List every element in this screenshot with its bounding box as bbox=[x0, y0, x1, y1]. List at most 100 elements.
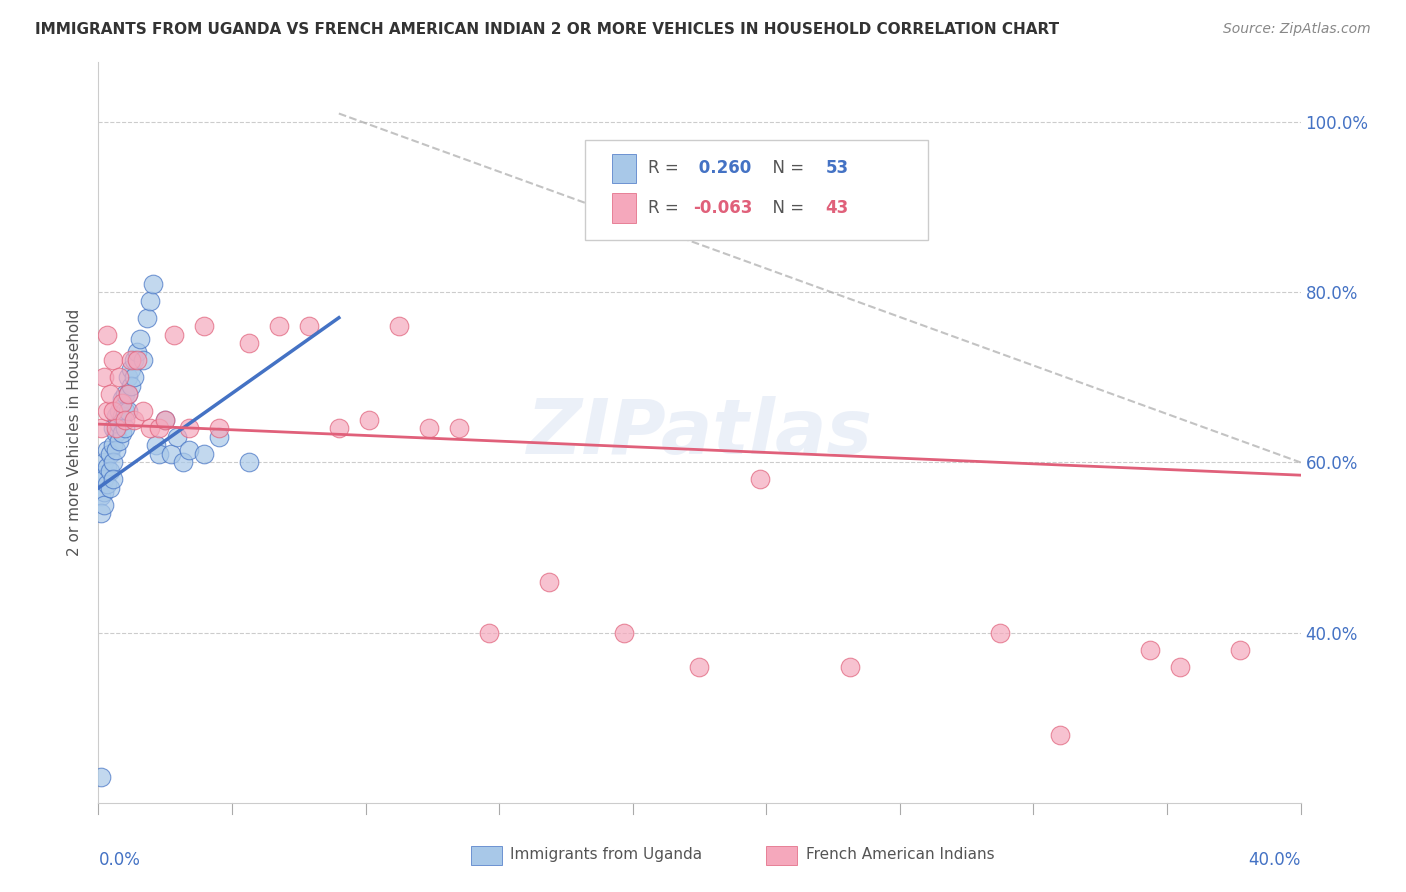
Point bbox=[114, 421, 136, 435]
Point bbox=[108, 434, 131, 449]
Point bbox=[121, 353, 143, 368]
Point bbox=[90, 468, 112, 483]
Point bbox=[1229, 642, 1251, 657]
Point bbox=[1049, 728, 1071, 742]
Point bbox=[132, 404, 155, 418]
Point bbox=[105, 442, 128, 457]
Point bbox=[138, 293, 160, 308]
Point bbox=[298, 319, 321, 334]
Point bbox=[127, 353, 149, 368]
Point bbox=[103, 421, 125, 435]
FancyBboxPatch shape bbox=[585, 140, 928, 240]
Point bbox=[153, 413, 176, 427]
Point bbox=[129, 332, 152, 346]
Text: ZIPatlas: ZIPatlas bbox=[526, 396, 873, 469]
Point bbox=[357, 413, 380, 427]
Point bbox=[447, 421, 470, 435]
Point bbox=[127, 344, 149, 359]
Point bbox=[193, 319, 215, 334]
Point bbox=[1170, 659, 1192, 673]
Point bbox=[100, 447, 122, 461]
Point bbox=[172, 455, 194, 469]
Point bbox=[90, 421, 112, 435]
Point bbox=[111, 392, 134, 406]
Point bbox=[177, 442, 200, 457]
Point bbox=[105, 425, 128, 440]
Point bbox=[108, 417, 131, 431]
Point bbox=[111, 425, 134, 440]
Point bbox=[141, 277, 163, 291]
Point bbox=[111, 396, 134, 410]
Point bbox=[96, 476, 118, 491]
Point bbox=[90, 490, 112, 504]
Text: -0.063: -0.063 bbox=[693, 199, 752, 218]
Text: 0.260: 0.260 bbox=[693, 160, 752, 178]
Point bbox=[90, 770, 112, 784]
Point bbox=[96, 442, 118, 457]
Text: R =: R = bbox=[648, 199, 683, 218]
Text: Immigrants from Uganda: Immigrants from Uganda bbox=[510, 847, 703, 862]
Point bbox=[748, 472, 770, 486]
Text: R =: R = bbox=[648, 160, 683, 178]
Text: 43: 43 bbox=[825, 199, 849, 218]
Point bbox=[108, 404, 131, 418]
Point bbox=[96, 459, 118, 474]
Point bbox=[121, 379, 143, 393]
Point bbox=[93, 455, 115, 469]
Point bbox=[238, 336, 260, 351]
Text: 0.0%: 0.0% bbox=[98, 851, 141, 869]
Point bbox=[108, 370, 131, 384]
Bar bbox=[612, 194, 636, 223]
Point bbox=[689, 659, 711, 673]
Point bbox=[103, 455, 125, 469]
Text: 40.0%: 40.0% bbox=[1249, 851, 1301, 869]
Point bbox=[103, 404, 125, 418]
Point bbox=[103, 353, 125, 368]
Point bbox=[153, 413, 176, 427]
Bar bbox=[612, 153, 636, 183]
Y-axis label: 2 or more Vehicles in Household: 2 or more Vehicles in Household bbox=[67, 309, 83, 557]
Point bbox=[103, 438, 125, 452]
Point bbox=[90, 507, 112, 521]
Point bbox=[111, 409, 134, 423]
Point bbox=[478, 625, 501, 640]
Point bbox=[93, 472, 115, 486]
Point bbox=[96, 404, 118, 418]
Text: Source: ZipAtlas.com: Source: ZipAtlas.com bbox=[1223, 22, 1371, 37]
Point bbox=[124, 413, 146, 427]
Point bbox=[100, 481, 122, 495]
Point bbox=[388, 319, 411, 334]
Point bbox=[100, 464, 122, 478]
Point bbox=[166, 430, 188, 444]
Point bbox=[124, 353, 146, 368]
Point bbox=[1139, 642, 1161, 657]
Point bbox=[145, 438, 167, 452]
Point bbox=[159, 447, 181, 461]
Point bbox=[135, 310, 157, 325]
Point bbox=[103, 472, 125, 486]
Point bbox=[93, 498, 115, 512]
Text: N =: N = bbox=[762, 199, 810, 218]
Point bbox=[93, 370, 115, 384]
Point bbox=[132, 353, 155, 368]
Point bbox=[148, 447, 170, 461]
Point bbox=[121, 361, 143, 376]
Text: French American Indians: French American Indians bbox=[806, 847, 994, 862]
Point bbox=[96, 327, 118, 342]
Text: IMMIGRANTS FROM UGANDA VS FRENCH AMERICAN INDIAN 2 OR MORE VEHICLES IN HOUSEHOLD: IMMIGRANTS FROM UGANDA VS FRENCH AMERICA… bbox=[35, 22, 1059, 37]
Point bbox=[138, 421, 160, 435]
Point bbox=[538, 574, 561, 589]
Point bbox=[105, 409, 128, 423]
Point bbox=[418, 421, 440, 435]
Point bbox=[988, 625, 1011, 640]
Text: N =: N = bbox=[762, 160, 810, 178]
Point bbox=[208, 421, 231, 435]
Point bbox=[193, 447, 215, 461]
Point bbox=[148, 421, 170, 435]
Point bbox=[117, 387, 139, 401]
Point bbox=[238, 455, 260, 469]
Text: 53: 53 bbox=[825, 160, 849, 178]
Point bbox=[117, 370, 139, 384]
Point bbox=[114, 413, 136, 427]
Point bbox=[93, 485, 115, 500]
